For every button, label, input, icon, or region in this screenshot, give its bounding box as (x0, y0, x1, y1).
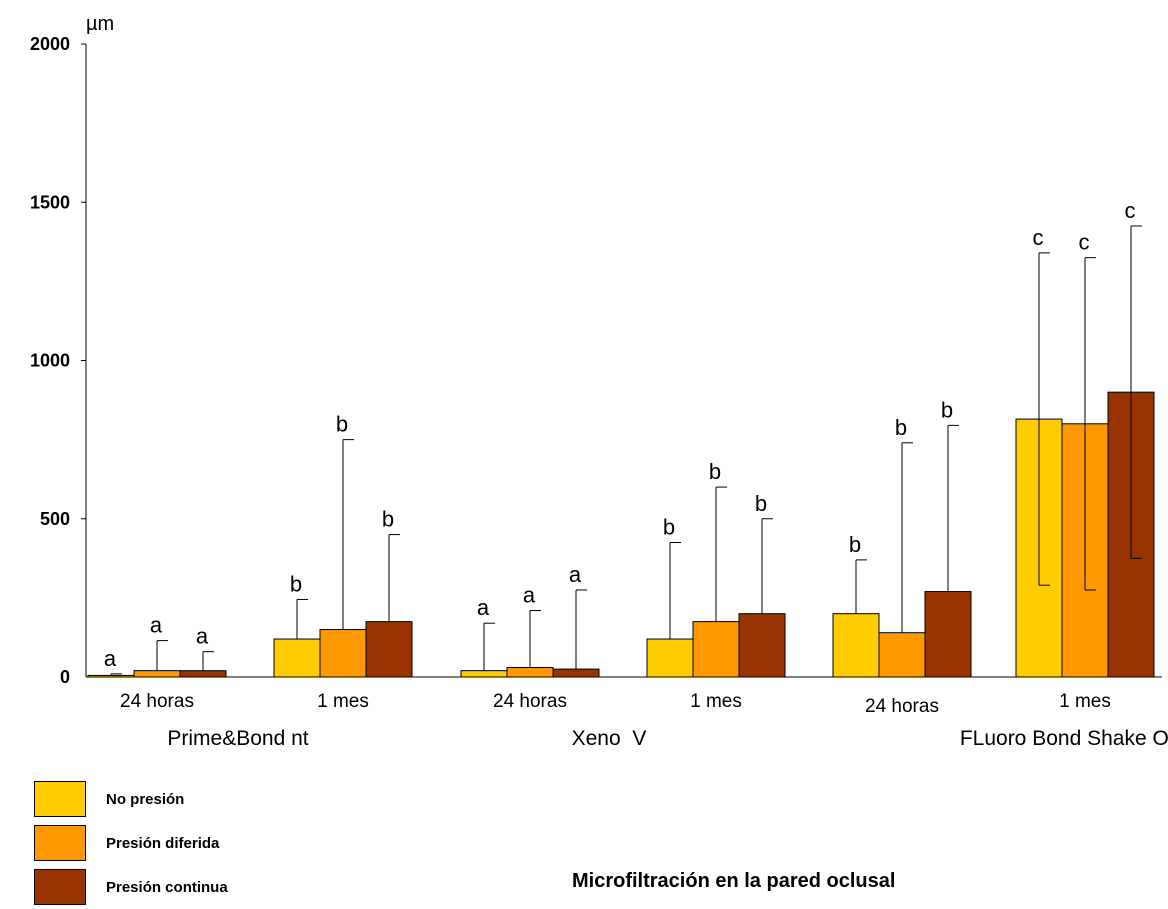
bar (273, 638, 321, 678)
significance-letter: b (895, 415, 907, 440)
y-tick-label: 0 (60, 667, 70, 687)
y-axis-unit-label: µm (86, 13, 114, 35)
chart-title: Microfiltración en la pared oclusal (572, 870, 896, 892)
significance-letter: b (941, 397, 953, 422)
x-group-label: Xeno V (572, 727, 647, 750)
legend-item-presion-continua: Presión continua (34, 865, 228, 909)
legend-label-no-presion: No presión (106, 790, 185, 808)
chart-axes (81, 43, 1162, 678)
significance-letter: b (290, 571, 302, 596)
significance-letter: c (1033, 225, 1044, 250)
significance-letter: c (1125, 198, 1136, 223)
significance-letter: a (477, 595, 490, 620)
significance-letter: b (382, 507, 394, 532)
bar (179, 670, 227, 678)
y-tick-label: 1000 (30, 351, 70, 371)
significance-letter: b (663, 514, 675, 539)
y-tick-labels: 0 500 1000 1500 2000 (30, 34, 86, 687)
bar (319, 629, 367, 678)
bar (87, 674, 135, 678)
x-category-label: 24 horas (493, 691, 567, 712)
x-group-labels: Prime&Bond nt Xeno V FLuoro Bond Shake One (167, 727, 1168, 750)
significance-letter: b (849, 532, 861, 557)
bar (692, 621, 740, 678)
legend-item-presion-diferida: Presión diferida (34, 821, 228, 865)
significance-letter: b (755, 491, 767, 516)
x-category-labels: 24 horas 1 mes 24 horas 1 mes 24 horas 1 mes (120, 691, 1111, 717)
y-tick-label: 2000 (30, 34, 70, 54)
significance-letter: a (104, 646, 117, 671)
bar (924, 591, 972, 678)
bar (133, 670, 181, 678)
x-group-label: FLuoro Bond Shake One (960, 727, 1168, 750)
bar (832, 613, 880, 678)
x-category-label: 1 mes (1059, 691, 1111, 712)
bar (738, 613, 786, 678)
bar (878, 632, 926, 678)
chart-legend: No presión Presión diferida Presión cont… (34, 777, 228, 909)
significance-letters: a a a b b b a a a b b b b b b c c c (104, 198, 1136, 671)
legend-swatch-presion-diferida (34, 825, 86, 861)
error-bars (110, 225, 1142, 676)
bar-series (87, 391, 1155, 678)
legend-swatch-no-presion (34, 781, 86, 817)
significance-letter: b (336, 412, 348, 437)
significance-letter: a (150, 613, 163, 638)
x-category-label: 24 horas (865, 696, 939, 717)
bar (460, 670, 508, 678)
x-category-label: 24 horas (120, 691, 194, 712)
x-category-label: 1 mes (317, 691, 369, 712)
significance-letter: b (709, 459, 721, 484)
bar (646, 638, 694, 678)
x-category-label: 1 mes (690, 691, 742, 712)
significance-letter: a (569, 562, 582, 587)
bar (552, 668, 600, 678)
y-tick-label: 500 (40, 509, 70, 529)
legend-label-presion-continua: Presión continua (106, 878, 228, 896)
y-tick-label: 1500 (30, 192, 70, 212)
bar (506, 667, 554, 678)
significance-letter: a (523, 583, 536, 608)
legend-label-presion-diferida: Presión diferida (106, 834, 220, 852)
x-group-label: Prime&Bond nt (167, 727, 308, 750)
legend-swatch-presion-continua (34, 869, 86, 905)
significance-letter: c (1079, 230, 1090, 255)
legend-item-no-presion: No presión (34, 777, 228, 821)
bar (365, 621, 413, 678)
significance-letter: a (196, 624, 209, 649)
